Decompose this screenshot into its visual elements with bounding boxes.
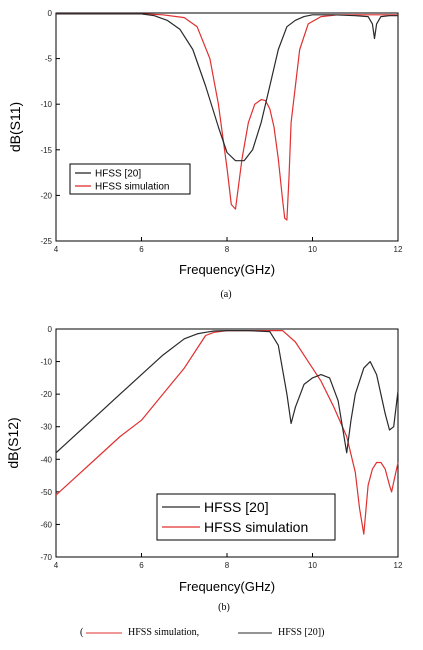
series-line-hfss-simulation (55, 330, 399, 535)
x-axis-label: Frequency(GHz) (179, 579, 275, 594)
plot-frame (55, 12, 399, 242)
y-tick-label: -50 (40, 488, 52, 497)
caption-a: (a) (220, 289, 231, 300)
chart-s12: 4 6 8 10 12 0 -10 -20 -30 -40 -50 -60 -70 dB(S12) Freq… (5, 325, 403, 594)
series-line-hfss-simulation (56, 13, 398, 221)
x-tick-label: 8 (225, 561, 230, 570)
y-tick-label: -70 (40, 553, 52, 562)
y-tick-label: -15 (40, 146, 52, 155)
x-tick-label: 10 (308, 561, 317, 570)
x-tick-label: 10 (308, 245, 317, 254)
legend-box (156, 493, 336, 541)
y-axis-label: dB(S11) (7, 102, 23, 152)
legend-entry: HFSS [20] (95, 169, 141, 180)
legend-entry: HFSS [20] (204, 499, 269, 515)
y-tick-label: -10 (40, 358, 52, 367)
x-tick-label: 6 (139, 561, 144, 570)
x-tick-label: 8 (225, 245, 230, 254)
y-tick-label: 0 (48, 325, 53, 334)
y-tick-label: -5 (45, 55, 53, 64)
y-tick-label: -25 (40, 237, 52, 246)
y-tick-label: 0 (48, 9, 53, 18)
y-tick-label: -20 (40, 191, 52, 200)
legend-entry: HFSS simulation (95, 182, 169, 193)
x-tick-label: 4 (54, 561, 59, 570)
series-line-hfss-20 (56, 13, 398, 162)
x-tick-label: 12 (394, 561, 403, 570)
chart-s11: 4 6 8 10 12 0 -5 -10 -15 -20 -25 dB(S11) Frequency(G… (7, 9, 403, 277)
footer-paren-open: ( (80, 627, 84, 638)
legend-entry: HFSS simulation (204, 519, 308, 535)
x-axis-label: Frequency(GHz) (179, 262, 275, 277)
y-tick-label: -20 (40, 390, 52, 399)
y-axis-label: dB(S12) (5, 417, 21, 468)
x-tick-label: 12 (394, 245, 403, 254)
x-tick-label: 4 (54, 245, 59, 254)
footer-reference-label: HFSS [20]) (278, 627, 324, 638)
series-line-hfss-20 (55, 330, 399, 454)
y-tick-label: -60 (40, 520, 52, 529)
y-tick-label: -40 (40, 455, 52, 464)
y-tick-label: -10 (40, 100, 52, 109)
x-tick-label: 6 (139, 245, 144, 254)
footer-simulation-label: HFSS simulation, (128, 627, 199, 638)
caption-b: (b) (218, 602, 230, 613)
footer-legend: ( HFSS simulation, HFSS [20]) (80, 627, 324, 638)
legend-box (69, 163, 191, 195)
y-tick-label: -30 (40, 423, 52, 432)
